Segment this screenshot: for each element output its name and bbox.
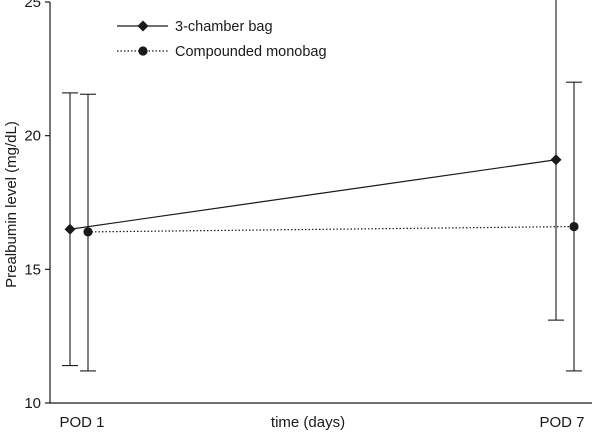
diamond-marker: [64, 223, 76, 235]
x-axis-categories: POD 1 POD 7: [59, 414, 584, 431]
y-tick-label: 10: [24, 395, 41, 412]
y-tick-label: 15: [24, 261, 41, 278]
axis-frame: [49, 2, 592, 404]
series-line: [69, 159, 557, 230]
legend-label: Compounded monobag: [175, 44, 327, 60]
plot-area: [62, 0, 582, 372]
legend: 3-chamber bag Compounded monobag: [117, 19, 327, 60]
series-three-chamber-bag: [62, 0, 564, 367]
diamond-marker: [137, 20, 149, 32]
series-line: [87, 225, 575, 233]
diamond-marker: [550, 154, 562, 166]
circle-marker: [569, 221, 579, 232]
x-category-label: POD 1: [59, 414, 104, 431]
x-axis-label: time (days): [271, 414, 345, 431]
y-tick-label: 25: [24, 0, 41, 11]
y-axis-ticks: 10 15 20 25: [24, 0, 50, 412]
series-compounded-monobag: [80, 81, 582, 372]
y-axis-label: Prealbumin level (mg/dL): [3, 121, 20, 288]
x-category-label: POD 7: [539, 414, 584, 431]
circle-marker: [83, 227, 93, 237]
legend-label: 3-chamber bag: [175, 19, 273, 35]
circle-marker: [138, 46, 148, 56]
y-tick-label: 20: [24, 128, 41, 145]
axes: [49, 2, 592, 404]
